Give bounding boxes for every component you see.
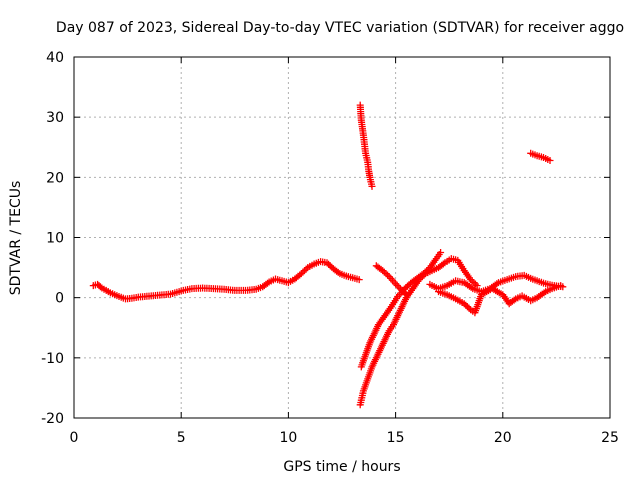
x-tick-label: 10	[279, 430, 297, 446]
x-tick-label: 25	[601, 430, 619, 446]
series-marker-trace	[435, 282, 565, 317]
series-main-track	[89, 258, 363, 303]
series-marker-trace	[89, 258, 363, 303]
series-upper-right-segment	[527, 149, 554, 164]
x-tick-label: 0	[70, 430, 79, 446]
y-tick-label: 30	[46, 110, 64, 126]
axis-ticks: 0 5 10 15 20 25 -20 -10 0 10 20 30 40	[41, 50, 619, 446]
y-tick-label: 20	[46, 170, 64, 186]
y-tick-label: 0	[55, 291, 64, 307]
series-marker-trace	[356, 101, 376, 190]
series-marker-trace	[372, 262, 410, 299]
data-markers	[89, 101, 567, 409]
series-high-segment	[356, 101, 376, 190]
grid-lines	[74, 57, 610, 418]
x-axis-label: GPS time / hours	[283, 459, 400, 475]
series-falling	[372, 262, 410, 299]
y-tick-label: -20	[41, 411, 64, 427]
y-tick-label: -10	[41, 351, 64, 367]
plot-frame	[73, 56, 611, 419]
x-tick-label: 15	[387, 430, 405, 446]
x-tick-label: 20	[494, 430, 512, 446]
series-right-cluster-lower	[435, 282, 565, 317]
y-axis-label: SDTVAR / TECUs	[8, 181, 24, 296]
y-tick-label: 10	[46, 231, 64, 247]
series-marker-trace	[527, 149, 554, 164]
x-tick-label: 5	[177, 430, 186, 446]
y-tick-label: 40	[46, 50, 64, 66]
chart-title: Day 087 of 2023, Sidereal Day-to-day VTE…	[56, 20, 624, 36]
